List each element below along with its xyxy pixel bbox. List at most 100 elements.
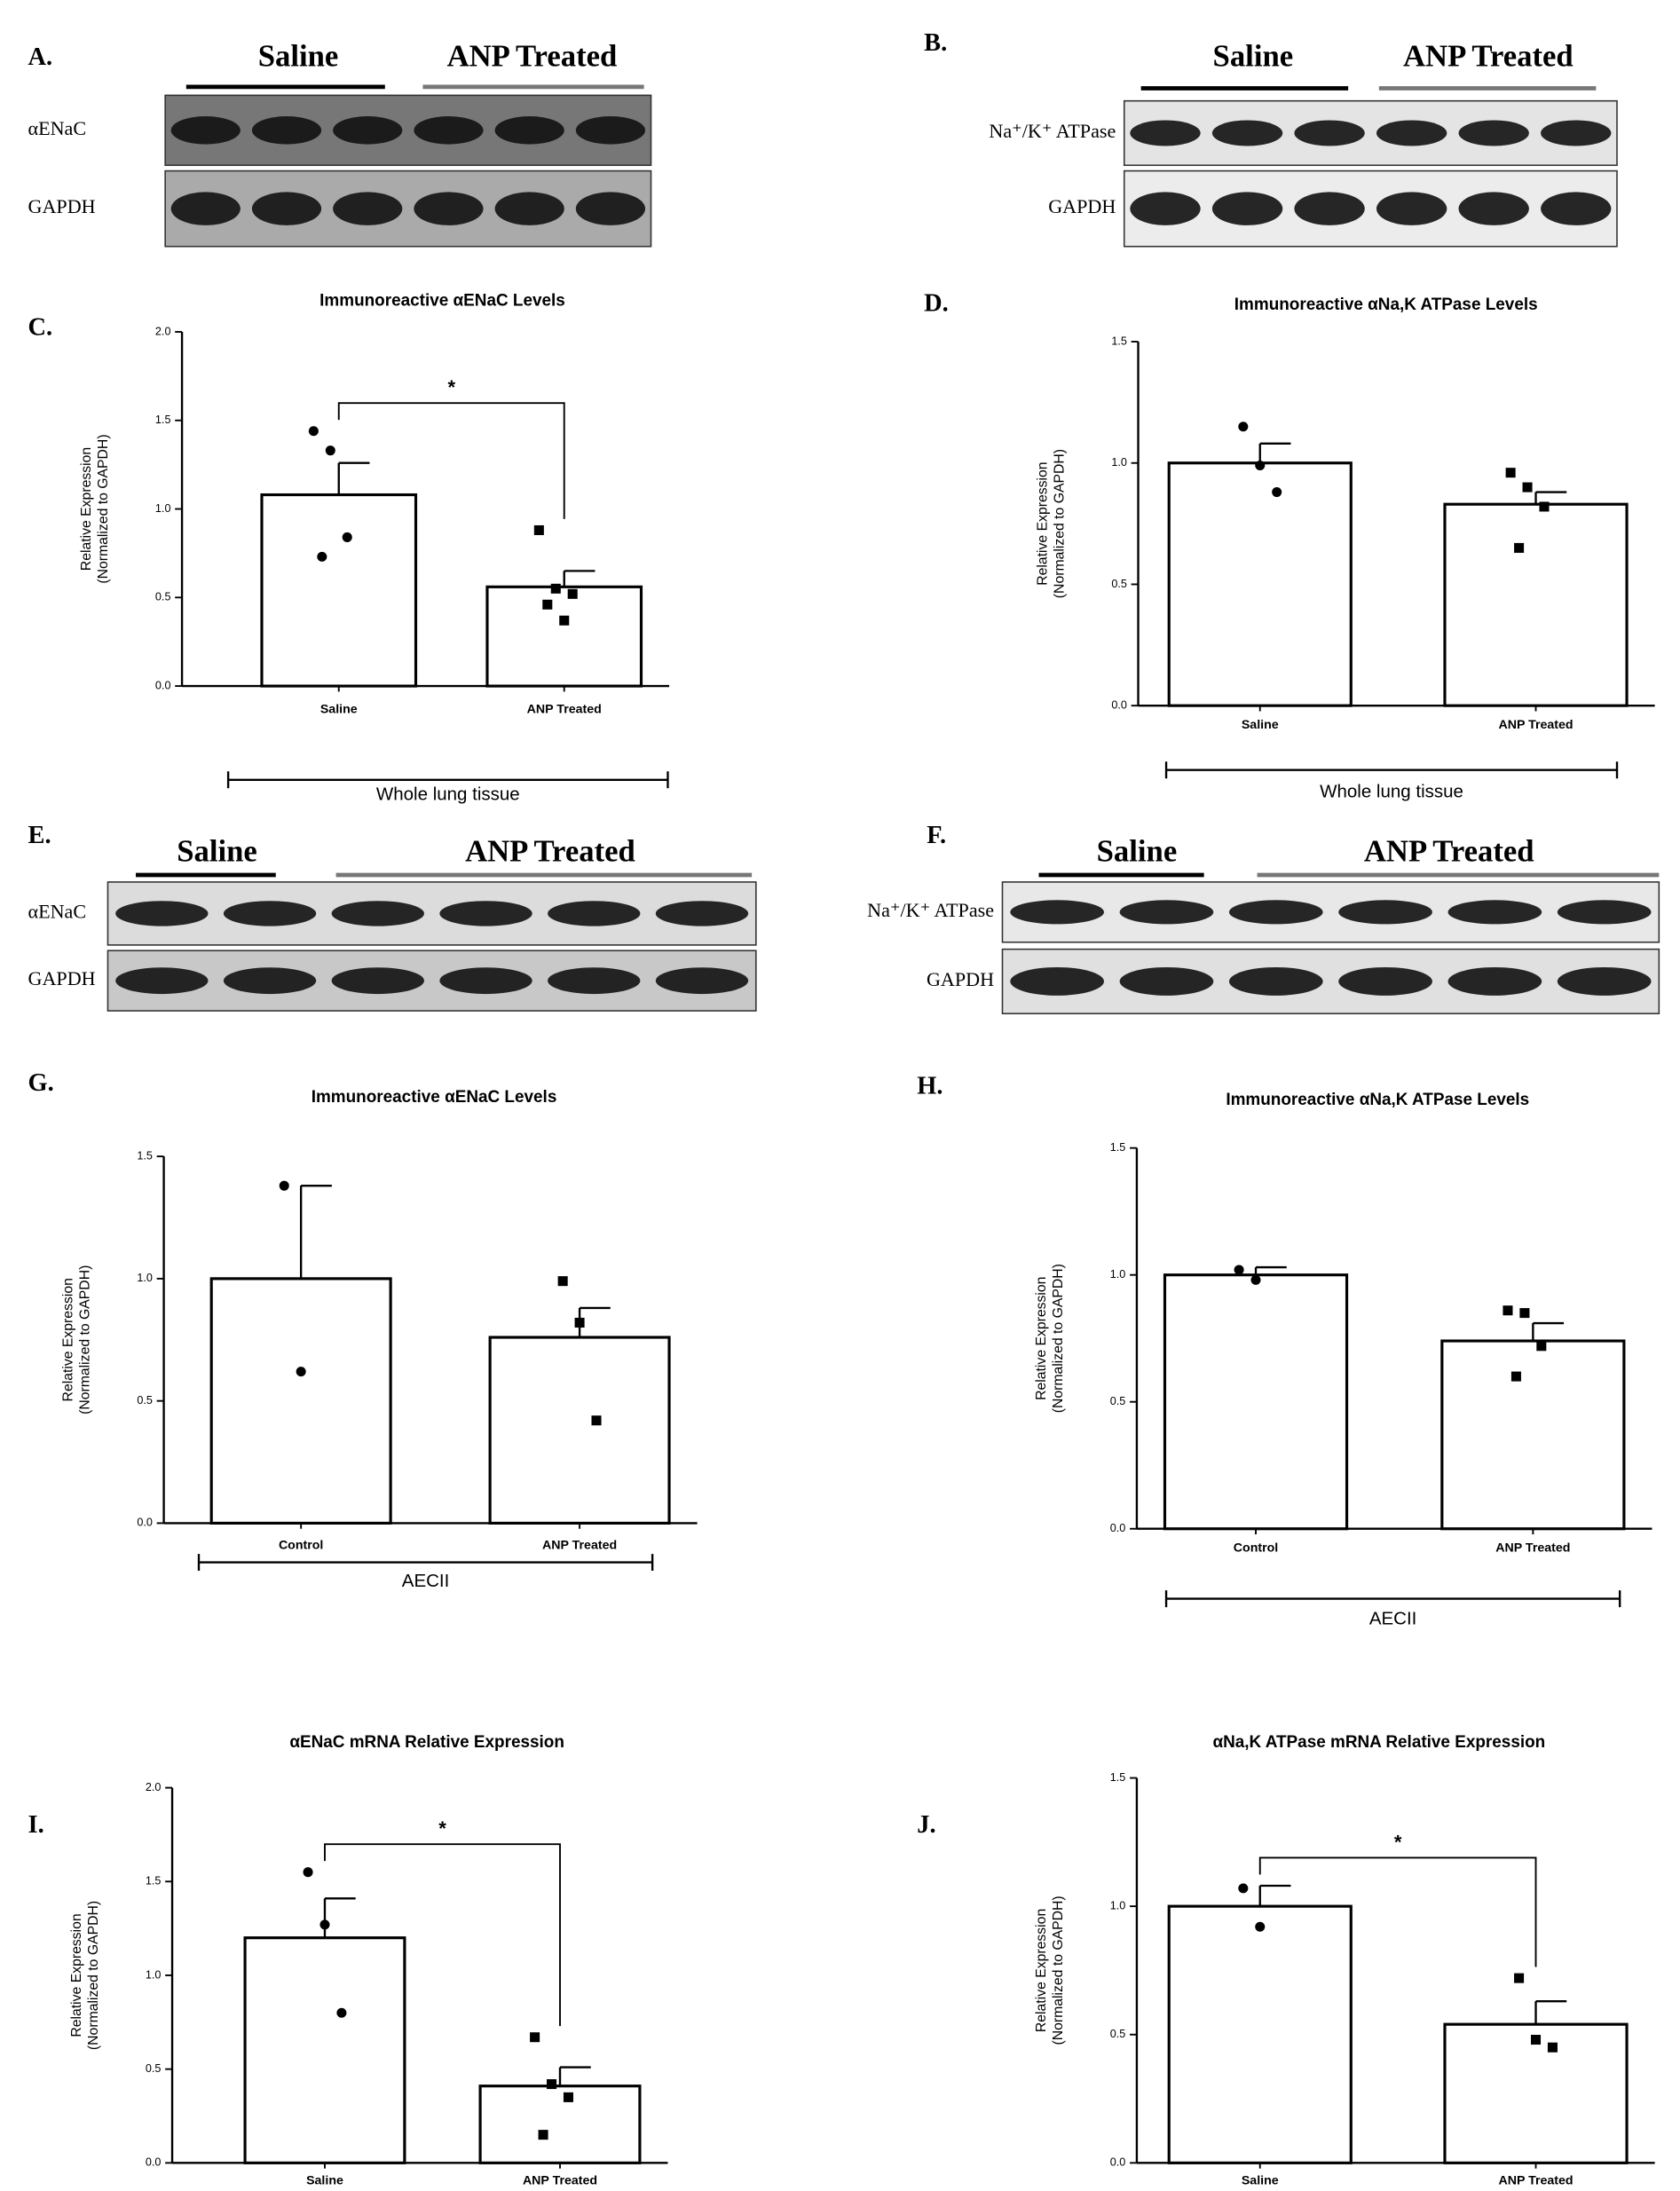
significance-label: * bbox=[438, 1817, 446, 1840]
chart-title: Immunoreactive αNa,K ATPase Levels bbox=[1234, 296, 1538, 314]
x-tick-label: Saline bbox=[1242, 2174, 1279, 2188]
y-tick-label: 0.0 bbox=[1111, 698, 1127, 711]
band bbox=[1458, 120, 1529, 146]
y-axis-label: (Normalized to GAPDH) bbox=[1051, 1895, 1066, 2045]
row-label: GAPDH bbox=[28, 967, 96, 989]
data-point bbox=[1250, 1274, 1261, 1285]
band bbox=[548, 967, 641, 995]
band bbox=[115, 967, 209, 995]
group-bracket-label: Whole lung tissue bbox=[1320, 781, 1463, 801]
y-axis-label: (Normalized to GAPDH) bbox=[77, 1265, 92, 1415]
band bbox=[223, 967, 317, 995]
band bbox=[1376, 120, 1447, 146]
blot-row bbox=[106, 881, 757, 946]
data-point bbox=[296, 1367, 306, 1377]
data-point bbox=[1536, 1341, 1547, 1352]
chart-title: αNa,K ATPase mRNA Relative Expression bbox=[1212, 1733, 1545, 1752]
panel-label: J. bbox=[917, 1811, 935, 1839]
chart-title: Immunoreactive αENaC Levels bbox=[312, 1088, 557, 1107]
band bbox=[494, 192, 564, 225]
data-point bbox=[342, 532, 352, 542]
data-point bbox=[1514, 542, 1525, 553]
group-bracket bbox=[1164, 1590, 1621, 1608]
data-point bbox=[538, 2130, 548, 2140]
y-axis-label: (Normalized to GAPDH) bbox=[96, 434, 111, 583]
x-tick-label: ANP Treated bbox=[1495, 1541, 1570, 1556]
data-point bbox=[530, 2032, 540, 2043]
x-tick-label: Control bbox=[279, 1538, 323, 1552]
x-tick-label: ANP Treated bbox=[1498, 2174, 1573, 2188]
y-tick-label: 1.0 bbox=[1111, 456, 1127, 469]
data-point bbox=[336, 2007, 347, 2018]
y-tick-label: 1.0 bbox=[137, 1272, 153, 1284]
data-point bbox=[559, 615, 570, 626]
band bbox=[439, 967, 532, 995]
significance-label: * bbox=[1394, 1832, 1402, 1854]
blot-row bbox=[1001, 881, 1660, 943]
band bbox=[1010, 966, 1104, 996]
group-bracket bbox=[197, 1554, 654, 1572]
data-point bbox=[1519, 1308, 1530, 1319]
band bbox=[414, 116, 484, 145]
group-label: Saline bbox=[258, 38, 339, 73]
y-tick-label: 0.5 bbox=[1111, 578, 1127, 590]
band bbox=[1211, 120, 1283, 146]
data-point bbox=[567, 588, 578, 599]
blot-row bbox=[1123, 99, 1618, 167]
band bbox=[1130, 120, 1201, 146]
x-tick-label: Saline bbox=[1242, 718, 1279, 732]
y-axis-label: Relative Expression bbox=[79, 447, 94, 571]
y-axis-label: Relative Expression bbox=[1034, 1277, 1049, 1400]
data-point bbox=[1530, 2035, 1542, 2045]
y-tick-label: 1.0 bbox=[155, 502, 171, 515]
significance-bracket bbox=[1258, 1856, 1537, 1967]
data-point bbox=[547, 2079, 557, 2090]
bar bbox=[1443, 502, 1629, 707]
data-point bbox=[550, 583, 561, 594]
group-bracket-label: Whole lung tissue bbox=[376, 784, 520, 805]
band bbox=[1211, 192, 1283, 225]
y-axis-label: (Normalized to GAPDH) bbox=[1051, 1264, 1066, 1413]
row-label: GAPDH bbox=[927, 968, 994, 990]
data-point bbox=[1522, 482, 1533, 493]
data-point bbox=[308, 426, 319, 437]
y-tick-label: 2.0 bbox=[146, 1781, 162, 1793]
band bbox=[655, 901, 749, 926]
data-point bbox=[325, 445, 335, 456]
data-point bbox=[1539, 501, 1550, 512]
band bbox=[115, 901, 209, 926]
data-point bbox=[319, 1919, 330, 1930]
y-axis-label: Relative Expression bbox=[1034, 1909, 1049, 2032]
y-tick-label: 0.5 bbox=[1110, 2028, 1126, 2040]
band bbox=[1228, 966, 1323, 996]
data-point bbox=[1255, 460, 1266, 470]
y-tick-label: 1.5 bbox=[137, 1149, 153, 1162]
group-label: ANP Treated bbox=[465, 833, 635, 868]
bar bbox=[1167, 1904, 1353, 2164]
band bbox=[333, 116, 403, 145]
band bbox=[1557, 900, 1652, 925]
y-tick-label: 1.5 bbox=[146, 1875, 162, 1888]
group-label: ANP Treated bbox=[1403, 38, 1574, 73]
band bbox=[1119, 966, 1214, 996]
bar bbox=[485, 585, 643, 688]
y-tick-label: 0.0 bbox=[1110, 1522, 1126, 1534]
row-label: GAPDH bbox=[1048, 195, 1116, 217]
y-tick-label: 1.5 bbox=[1111, 335, 1127, 347]
band bbox=[1557, 966, 1652, 996]
panel-label: G. bbox=[28, 1069, 54, 1097]
panel-label: D. bbox=[924, 290, 949, 318]
significance-label: * bbox=[447, 376, 455, 398]
band bbox=[1458, 192, 1529, 225]
y-tick-label: 1.5 bbox=[1110, 1771, 1126, 1784]
group-label: Saline bbox=[177, 833, 257, 868]
band bbox=[251, 192, 322, 225]
x-tick-label: Saline bbox=[306, 2174, 343, 2188]
group-label: ANP Treated bbox=[1364, 833, 1534, 868]
band bbox=[1376, 192, 1447, 225]
y-tick-label: 1.5 bbox=[1110, 1141, 1126, 1154]
data-point bbox=[1234, 1265, 1244, 1275]
data-point bbox=[317, 551, 327, 562]
row-label: αENaC bbox=[28, 117, 87, 139]
bar bbox=[1163, 1273, 1349, 1531]
